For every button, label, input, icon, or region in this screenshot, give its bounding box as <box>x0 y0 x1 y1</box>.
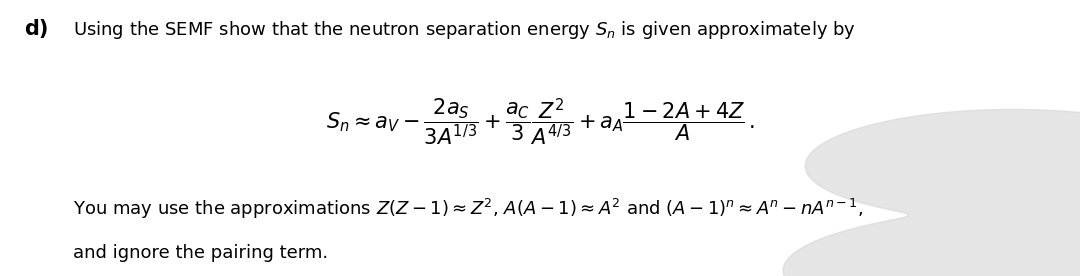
Text: and ignore the pairing term.: and ignore the pairing term. <box>73 244 328 262</box>
Text: d): d) <box>24 19 49 39</box>
Text: Using the SEMF show that the neutron separation energy $S_n$ is given approximat: Using the SEMF show that the neutron sep… <box>73 19 856 41</box>
Polygon shape <box>783 109 1080 276</box>
Text: You may use the approximations $Z(Z-1) \approx Z^2$, $A(A-1) \approx A^2$ and $(: You may use the approximations $Z(Z-1) \… <box>73 197 864 221</box>
Text: $S_n \approx a_V - \dfrac{2a_S}{3A^{1/3}} + \dfrac{a_C}{3}\dfrac{Z^2}{A^{4/3}} +: $S_n \approx a_V - \dfrac{2a_S}{3A^{1/3}… <box>325 97 755 148</box>
